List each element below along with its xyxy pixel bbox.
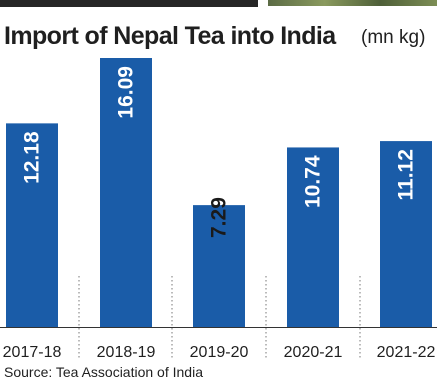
dark-header-bar <box>0 0 258 7</box>
bar-2018-19 <box>100 58 152 327</box>
value-label: 11.12 <box>395 149 418 200</box>
header-strip <box>0 0 437 12</box>
value-label: 7.29 <box>208 197 231 238</box>
x-tick-label: 2019-20 <box>190 344 249 361</box>
x-tick-label: 2020-21 <box>284 344 343 361</box>
x-tick-label: 2018-19 <box>97 344 156 361</box>
bar-2019-20 <box>193 205 245 327</box>
header-photo-strip <box>268 0 437 6</box>
x-tick-label: 2017-18 <box>3 344 62 361</box>
value-label: 12.18 <box>21 131 44 184</box>
x-tick-label: 2021-22 <box>377 344 436 361</box>
unit-label: (mn kg) <box>361 27 426 48</box>
value-label: 10.74 <box>302 155 325 208</box>
bar-2020-21 <box>287 147 339 327</box>
bar-2017-18 <box>6 123 58 327</box>
bar-2021-22 <box>380 141 432 327</box>
chart-title: Import of Nepal Tea into India <box>4 22 336 50</box>
value-label: 16.09 <box>115 66 138 119</box>
source-note: Source: Tea Association of India <box>4 364 203 380</box>
